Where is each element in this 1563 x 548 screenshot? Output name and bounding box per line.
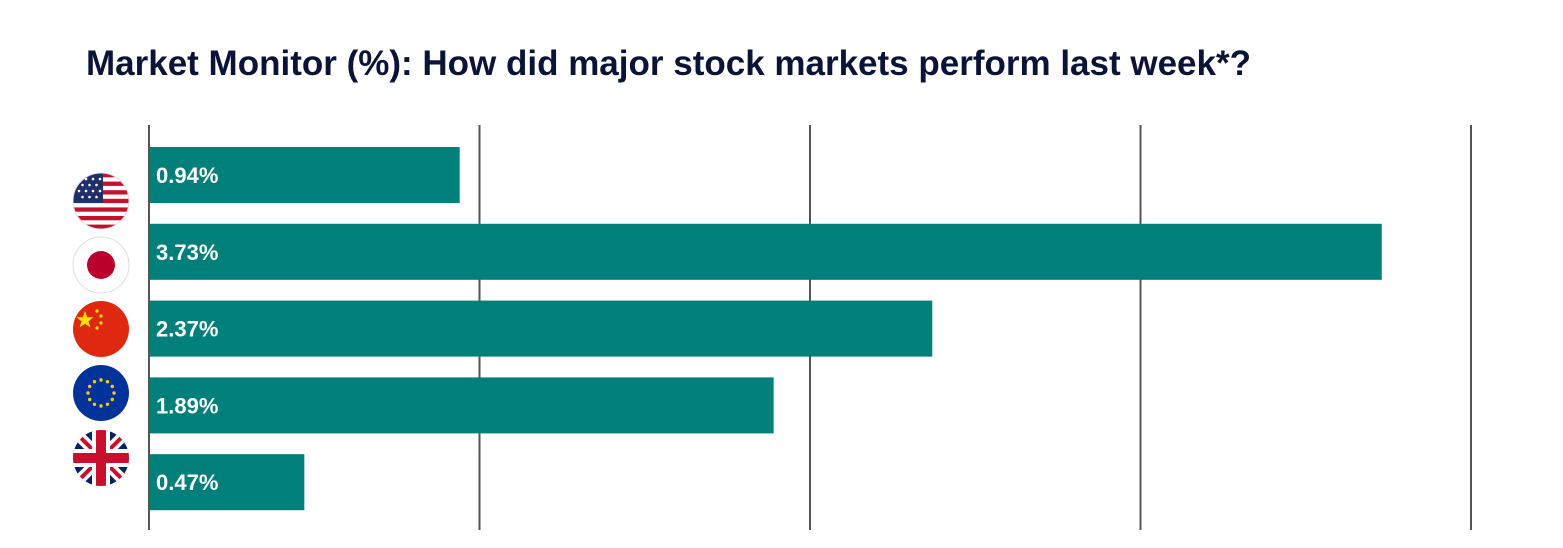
data-label-uk: 0.47% [156, 470, 218, 495]
uk-flag-icon [73, 430, 129, 486]
country-flags [72, 172, 130, 486]
data-label-us: 0.94% [156, 163, 218, 188]
bars [150, 147, 1382, 511]
bar-us [150, 147, 460, 203]
data-label-japan: 3.73% [156, 240, 218, 265]
bar-uk [150, 454, 305, 511]
bar-china [150, 300, 933, 357]
data-label-china: 2.37% [156, 317, 218, 342]
data-label-eurozone: 1.89% [156, 393, 218, 418]
chart-title: Market Monitor (%): How did major stock … [86, 44, 1251, 83]
bar-japan [150, 223, 1382, 280]
bar-eurozone [150, 377, 774, 434]
eu-flag-icon [73, 365, 129, 421]
china-flag-icon [73, 301, 129, 357]
data-labels: 0.94% 3.73% 2.37% 1.89% 0.47% [156, 163, 218, 495]
japan-flag-icon [73, 237, 129, 293]
